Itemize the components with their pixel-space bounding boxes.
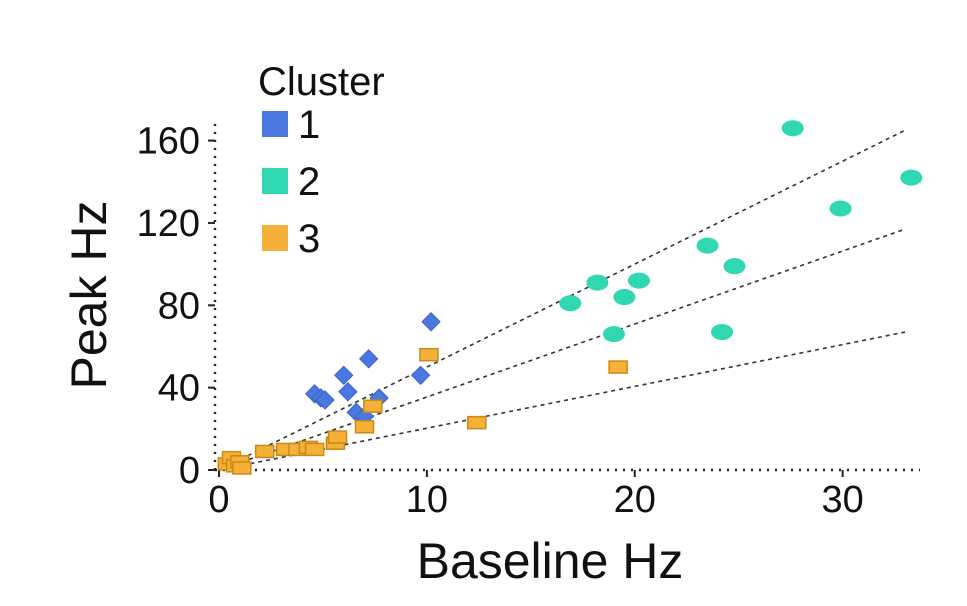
legend-swatch [262,168,288,194]
data-point [608,360,628,374]
data-point [559,295,582,312]
legend-items: 1 2 3 [262,103,320,261]
data-point [781,120,804,137]
trend-lines [218,129,906,471]
data-point [363,399,383,413]
x-tick-label: 0 [208,479,229,521]
data-point [358,349,379,369]
data-point [613,289,636,306]
data-point [334,365,354,386]
y-tick-label: 160 [137,121,200,163]
y-axis-title: Peak Hz [61,201,117,390]
series-2 [559,120,923,343]
y-tick-label: 80 [158,285,200,327]
legend-swatch [262,111,288,137]
axes [213,120,920,472]
legend-label: 2 [298,160,320,204]
legend: Cluster 1 2 3 [258,60,385,261]
data-point [711,324,734,341]
data-point [586,274,609,291]
tick-labels: 0 10 20 30 0 40 80 120 160 [137,121,864,521]
y-tick-label: 120 [137,203,200,245]
data-point [338,382,358,402]
data-point [354,420,375,434]
data-points [217,120,923,475]
y-tick-label: 0 [179,450,200,492]
data-point [410,365,431,386]
x-tick-label: 20 [614,479,656,521]
legend-item: 3 [262,217,320,261]
series-1 [304,312,441,427]
data-point [900,169,923,186]
data-point [602,326,625,343]
legend-label: 1 [298,103,320,147]
data-point [304,442,325,457]
data-point [315,390,335,410]
trend-line [218,228,906,471]
legend-item: 2 [262,160,320,204]
data-point [627,272,650,289]
x-tick-label: 10 [406,479,448,521]
series-3 [217,347,628,475]
data-point [421,312,441,332]
data-point [829,200,852,217]
y-tick-label: 40 [158,368,200,410]
data-point [327,430,348,444]
data-point [419,347,439,362]
data-point [723,258,746,275]
x-tick-label: 30 [821,479,863,521]
legend-title: Cluster [258,60,385,104]
data-point [467,415,487,430]
x-axis-title: Baseline Hz [417,533,684,589]
data-point [696,237,719,254]
legend-label: 3 [298,217,320,261]
data-point [254,444,275,459]
legend-item: 1 [262,103,320,147]
data-point [232,461,252,475]
legend-swatch [262,225,288,251]
